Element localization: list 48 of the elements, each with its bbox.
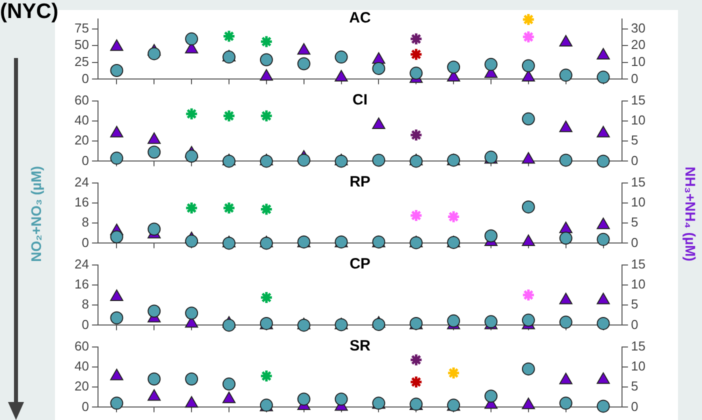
y2-tick-label: 0 [631, 70, 638, 86]
chart-title: CI [352, 91, 368, 108]
text: (NYC) [0, 0, 58, 24]
y-tick-label: 0 [82, 234, 89, 250]
y-tick-label: 0 [82, 152, 89, 168]
y-tick-label: 0 [82, 70, 89, 86]
y2-tick-label: 5 [631, 132, 638, 148]
y2-tick-label: 10 [631, 194, 646, 210]
chart-title: RP [350, 173, 370, 190]
y-tick-label: 24 [74, 256, 89, 272]
y2-tick-label: 10 [631, 276, 646, 292]
y2-tick-label: 15 [631, 174, 646, 190]
y-tick-label: 16 [74, 194, 89, 210]
y2-tick-label: 30 [631, 20, 646, 36]
y2-tick-label: 10 [631, 112, 646, 128]
y2-tick-label: 0 [631, 152, 638, 168]
y2-tick-label: 0 [631, 316, 638, 332]
y-tick-label: 40 [74, 358, 89, 374]
y-tick-label: 0 [82, 398, 89, 414]
y-tick-label: 75 [74, 20, 89, 36]
y2-tick-label: 0 [631, 234, 638, 250]
y2-tick-label: 15 [631, 92, 646, 108]
y-tick-label: 25 [74, 54, 89, 69]
y-tick-label: 20 [74, 378, 89, 394]
y-tick-label: 60 [74, 92, 89, 108]
y-tick-label: 24 [74, 174, 89, 190]
y2-tick-label: 5 [631, 296, 638, 312]
y-tick-label: 50 [74, 37, 89, 52]
y-tick-label: 20 [74, 132, 89, 148]
y2-tick-label: 10 [631, 358, 646, 374]
y2-tick-label: 5 [631, 214, 638, 230]
y-tick-label: 0 [82, 316, 89, 332]
y2-tick-label: 15 [631, 256, 646, 272]
chart-title: CP [350, 255, 370, 272]
y2-tick-label: 10 [631, 54, 646, 69]
y2-axis-title: NH₃+NH₄ (µM) [682, 166, 698, 262]
y-tick-label: 16 [74, 276, 89, 292]
chart-title: SR [350, 337, 371, 354]
y2-tick-label: 5 [631, 378, 638, 394]
y2-tick-label: 0 [631, 398, 638, 414]
y-tick-label: 60 [74, 338, 89, 354]
chart-title: AC [349, 9, 371, 26]
y-tick-label: 8 [82, 214, 89, 230]
y-tick-label: 40 [74, 112, 89, 128]
y2-tick-label: 15 [631, 338, 646, 354]
y2-tick-label: 20 [631, 37, 646, 52]
y-tick-label: 8 [82, 296, 89, 312]
y-axis-title: NO₂+NO₃ (µM) [28, 166, 44, 262]
